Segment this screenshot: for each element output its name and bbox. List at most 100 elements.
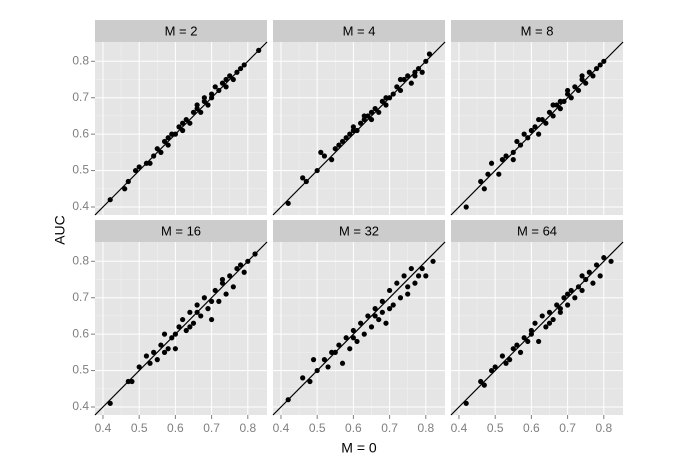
point bbox=[419, 265, 425, 272]
strip-label: M = 16 bbox=[161, 223, 201, 238]
point bbox=[158, 342, 164, 348]
point bbox=[147, 360, 153, 366]
point bbox=[365, 113, 371, 119]
point bbox=[201, 95, 207, 101]
point bbox=[227, 273, 233, 279]
point bbox=[180, 120, 186, 126]
point bbox=[528, 331, 534, 337]
point bbox=[151, 349, 157, 355]
point bbox=[597, 273, 603, 279]
point bbox=[601, 255, 607, 261]
point bbox=[536, 131, 542, 137]
point bbox=[187, 309, 193, 315]
point bbox=[372, 306, 378, 312]
point bbox=[488, 367, 495, 374]
point bbox=[543, 324, 549, 330]
strip bbox=[451, 20, 623, 42]
strip bbox=[95, 20, 267, 42]
point bbox=[557, 106, 563, 112]
point bbox=[354, 127, 360, 134]
point bbox=[158, 149, 164, 155]
point bbox=[219, 280, 226, 286]
x-tick-label: 0.5 bbox=[309, 421, 326, 435]
point bbox=[143, 160, 150, 166]
point bbox=[597, 62, 603, 68]
point bbox=[143, 353, 150, 359]
point bbox=[230, 76, 236, 83]
point bbox=[423, 273, 429, 279]
point bbox=[503, 360, 509, 366]
point bbox=[376, 109, 382, 115]
point bbox=[423, 58, 429, 64]
strip bbox=[451, 220, 623, 242]
x-tick-label: 0.4 bbox=[273, 421, 290, 435]
point bbox=[368, 116, 375, 123]
point bbox=[208, 91, 215, 97]
point bbox=[590, 73, 596, 79]
point bbox=[561, 295, 567, 301]
point bbox=[223, 84, 229, 90]
point bbox=[485, 171, 491, 177]
y-tick-label: 0.8 bbox=[72, 53, 89, 67]
point bbox=[383, 95, 389, 101]
y-tick-label: 0.4 bbox=[72, 399, 89, 413]
point bbox=[568, 95, 574, 101]
point bbox=[608, 258, 614, 264]
point bbox=[390, 91, 396, 97]
point bbox=[122, 186, 128, 192]
point bbox=[361, 113, 367, 119]
point bbox=[361, 116, 367, 123]
point bbox=[223, 291, 229, 297]
point bbox=[151, 153, 157, 159]
point bbox=[125, 378, 131, 385]
point bbox=[136, 164, 142, 170]
point bbox=[180, 316, 186, 323]
point bbox=[419, 69, 425, 75]
y-tick-label: 0.6 bbox=[72, 326, 89, 340]
point bbox=[510, 149, 516, 155]
point bbox=[383, 102, 389, 108]
point bbox=[314, 367, 320, 374]
point bbox=[325, 364, 331, 370]
point bbox=[172, 331, 178, 337]
point bbox=[412, 69, 418, 75]
point bbox=[593, 262, 600, 268]
point bbox=[539, 313, 545, 319]
strip-label: M = 2 bbox=[165, 23, 198, 38]
point bbox=[107, 197, 113, 203]
point bbox=[568, 287, 574, 294]
point bbox=[237, 262, 244, 268]
x-tick-label: 0.7 bbox=[203, 421, 220, 435]
point bbox=[532, 320, 538, 326]
point bbox=[386, 287, 393, 294]
point bbox=[172, 131, 178, 137]
point bbox=[590, 280, 596, 286]
point bbox=[557, 98, 563, 104]
x-tick-label: 0.7 bbox=[381, 421, 398, 435]
point bbox=[368, 109, 375, 115]
point bbox=[408, 80, 414, 86]
point bbox=[405, 291, 411, 297]
point bbox=[561, 98, 567, 104]
point bbox=[336, 142, 342, 148]
point bbox=[165, 135, 171, 141]
x-tick-label: 0.7 bbox=[559, 421, 576, 435]
point bbox=[300, 375, 306, 381]
point bbox=[241, 62, 247, 68]
point bbox=[169, 335, 175, 341]
point bbox=[190, 320, 197, 326]
x-tick-label: 0.5 bbox=[131, 421, 148, 435]
point bbox=[350, 127, 356, 134]
point bbox=[478, 178, 484, 185]
strip-label: M = 32 bbox=[339, 223, 379, 238]
point bbox=[161, 349, 168, 355]
point bbox=[514, 342, 520, 348]
point bbox=[347, 346, 353, 352]
point bbox=[525, 135, 531, 141]
point bbox=[187, 324, 193, 330]
point bbox=[372, 313, 378, 319]
point bbox=[245, 258, 251, 264]
point bbox=[496, 171, 502, 177]
point bbox=[386, 95, 393, 101]
point bbox=[129, 378, 135, 385]
